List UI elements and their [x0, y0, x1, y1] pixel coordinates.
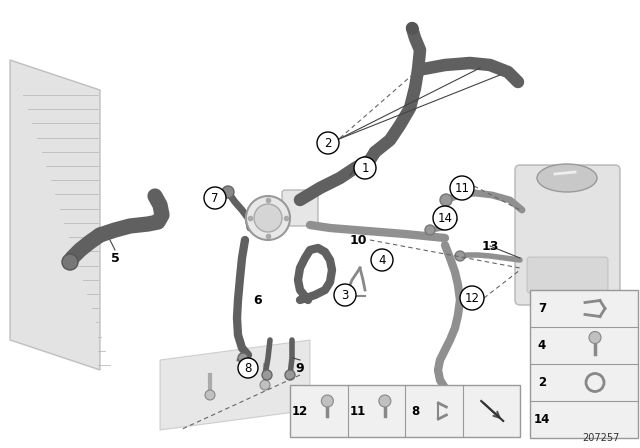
Circle shape: [260, 380, 270, 390]
Circle shape: [460, 286, 484, 310]
Text: 14: 14: [438, 211, 452, 224]
Circle shape: [321, 395, 333, 407]
Circle shape: [238, 358, 258, 378]
Ellipse shape: [537, 164, 597, 192]
Polygon shape: [10, 60, 100, 370]
Text: 12: 12: [292, 405, 308, 418]
Circle shape: [433, 206, 457, 230]
Text: 9: 9: [296, 362, 304, 375]
Text: 2: 2: [538, 376, 546, 389]
Circle shape: [371, 249, 393, 271]
Circle shape: [238, 353, 248, 363]
Text: 7: 7: [538, 302, 546, 315]
FancyBboxPatch shape: [290, 385, 520, 437]
FancyBboxPatch shape: [282, 190, 318, 226]
Circle shape: [455, 251, 465, 261]
Text: 5: 5: [111, 251, 120, 264]
Circle shape: [262, 370, 272, 380]
Circle shape: [450, 176, 474, 200]
Text: 207257: 207257: [582, 433, 620, 443]
Circle shape: [354, 157, 376, 179]
FancyBboxPatch shape: [527, 257, 608, 293]
FancyBboxPatch shape: [515, 165, 620, 305]
Text: 7: 7: [211, 191, 219, 204]
Polygon shape: [160, 340, 310, 430]
Text: 12: 12: [465, 292, 479, 305]
Circle shape: [334, 284, 356, 306]
Circle shape: [589, 332, 601, 344]
Text: 11: 11: [349, 405, 365, 418]
Text: 13: 13: [481, 240, 499, 253]
Circle shape: [204, 187, 226, 209]
Text: 2: 2: [324, 137, 332, 150]
Text: 1: 1: [361, 161, 369, 175]
Circle shape: [317, 132, 339, 154]
FancyBboxPatch shape: [530, 290, 638, 438]
Text: 11: 11: [454, 181, 470, 194]
Circle shape: [285, 370, 295, 380]
Text: 8: 8: [411, 405, 419, 418]
Text: 8: 8: [244, 362, 252, 375]
Circle shape: [440, 194, 452, 206]
Text: 4: 4: [538, 339, 546, 352]
Circle shape: [62, 254, 78, 270]
Circle shape: [425, 225, 435, 235]
Text: 10: 10: [349, 233, 367, 246]
Text: 14: 14: [534, 413, 550, 426]
Circle shape: [222, 186, 234, 198]
Text: 6: 6: [253, 293, 262, 306]
Text: 3: 3: [341, 289, 349, 302]
Circle shape: [379, 395, 391, 407]
Text: 4: 4: [378, 254, 386, 267]
Circle shape: [254, 204, 282, 232]
Circle shape: [246, 196, 290, 240]
Circle shape: [205, 390, 215, 400]
